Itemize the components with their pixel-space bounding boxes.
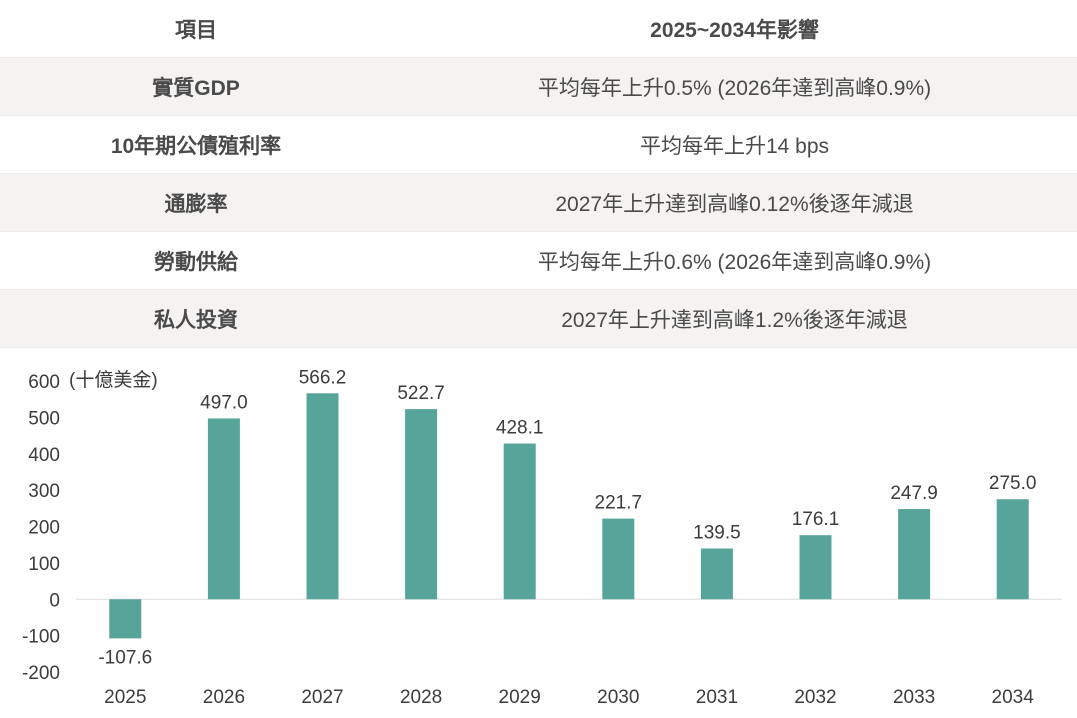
row-impact: 平均每年上升14 bps: [639, 134, 830, 158]
impact-table: 項目 2025~2034年影響 實質GDP 平均每年上升0.5% (2026年達…: [0, 0, 1077, 348]
row-item: 私人投資: [154, 308, 238, 332]
table-row: 10年期公債殖利率 平均每年上升14 bps: [0, 116, 1077, 174]
bar: [207, 418, 240, 600]
data-label: 566.2: [299, 367, 347, 388]
y-tick-label: -100: [22, 627, 60, 648]
y-tick-label: 300: [28, 481, 60, 502]
x-category-label: 2031: [696, 687, 738, 708]
data-label: 497.0: [200, 392, 248, 413]
x-category-label: 2026: [203, 687, 245, 708]
data-label: 139.5: [693, 523, 741, 544]
row-impact: 2027年上升達到高峰1.2%後逐年減退: [561, 308, 908, 332]
row-item: 10年期公債殖利率: [110, 134, 282, 158]
y-tick-label: 200: [28, 518, 60, 539]
x-category-label: 2034: [992, 687, 1035, 708]
y-tick-label: 500: [28, 408, 60, 429]
x-category-label: 2027: [301, 687, 343, 708]
x-category-label: 2033: [893, 687, 935, 708]
table-row: 通膨率 2027年上升達到高峰0.12%後逐年減退: [0, 174, 1077, 232]
row-item: 實質GDP: [152, 76, 240, 100]
data-label: 428.1: [496, 418, 544, 439]
data-label: 275.0: [989, 473, 1037, 494]
table-row: 勞動供給 平均每年上升0.6% (2026年達到高峰0.9%): [0, 232, 1077, 290]
data-label: 247.9: [890, 483, 938, 504]
table-header-row: 項目 2025~2034年影響: [0, 0, 1077, 58]
row-item: 通膨率: [164, 192, 228, 216]
y-tick-label: 100: [28, 554, 60, 575]
header-impact: 2025~2034年影響: [650, 18, 819, 42]
bar: [602, 518, 635, 600]
x-category-label: 2029: [499, 687, 541, 708]
row-impact: 平均每年上升0.6% (2026年達到高峰0.9%): [537, 250, 932, 274]
table-row: 實質GDP 平均每年上升0.5% (2026年達到高峰0.9%): [0, 58, 1077, 116]
bar: [503, 443, 536, 600]
row-impact: 2027年上升達到高峰0.12%後逐年減退: [555, 192, 914, 216]
y-tick-label: 0: [49, 590, 60, 611]
x-category-label: 2032: [794, 687, 836, 708]
data-label: 522.7: [397, 383, 445, 404]
bar: [996, 499, 1029, 600]
bar: [700, 548, 733, 600]
x-category-label: 2025: [104, 687, 146, 708]
data-label: 176.1: [792, 509, 840, 530]
bar: [898, 509, 931, 600]
bar: [306, 393, 339, 600]
x-category-label: 2030: [597, 687, 639, 708]
data-label: 221.7: [595, 493, 643, 514]
bar: [799, 535, 832, 600]
row-item: 勞動供給: [154, 250, 238, 274]
x-category-label: 2028: [400, 687, 442, 708]
y-unit-label: (十億美金): [69, 369, 158, 391]
header-item: 項目: [175, 18, 217, 42]
data-label: -107.6: [98, 647, 152, 668]
bar: [109, 599, 142, 639]
bar: [405, 409, 438, 600]
y-tick-label: 400: [28, 445, 60, 466]
table-row: 私人投資 2027年上升達到高峰1.2%後逐年減退: [0, 290, 1077, 348]
y-tick-label: -200: [22, 663, 60, 684]
bar-chart: (十億美金) 600 500 400 300 200 100 0 -100 -200 -107.6…: [22, 367, 1062, 708]
y-tick-label: 600: [28, 372, 60, 393]
row-impact: 平均每年上升0.5% (2026年達到高峰0.9%): [537, 76, 932, 100]
